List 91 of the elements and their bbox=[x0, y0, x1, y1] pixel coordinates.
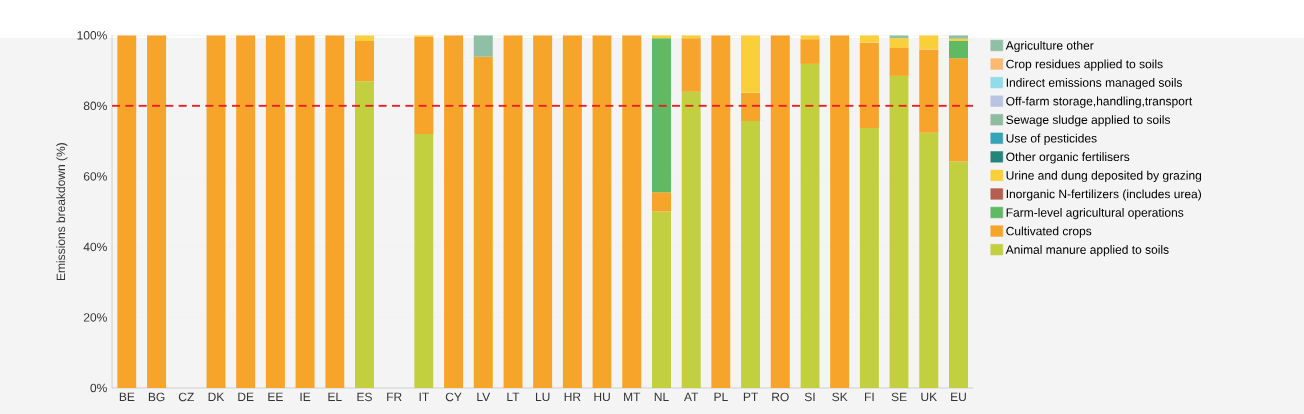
x-tick-label: IT bbox=[419, 392, 429, 401]
bar bbox=[354, 81, 374, 388]
x-tick-label: UK bbox=[921, 392, 937, 402]
bar bbox=[206, 35, 226, 388]
bar bbox=[651, 38, 671, 193]
bar bbox=[919, 35, 939, 50]
bar bbox=[741, 92, 761, 122]
bar bbox=[444, 35, 464, 388]
bar bbox=[681, 91, 701, 388]
x-tick-label: AT bbox=[683, 392, 699, 401]
bar bbox=[236, 35, 256, 388]
bar bbox=[919, 132, 939, 388]
bar bbox=[503, 35, 523, 388]
x-tick-label: MT bbox=[624, 392, 641, 401]
bar bbox=[681, 38, 701, 92]
x-tick-label: EE bbox=[268, 392, 283, 401]
bar bbox=[414, 36, 434, 135]
bar bbox=[651, 192, 671, 212]
x-tick-label: NL bbox=[654, 392, 669, 401]
x-tick-label: RO bbox=[772, 392, 789, 402]
legend-label: Off-farm storage,handling,transport bbox=[1006, 96, 1193, 108]
x-tick-label: LV bbox=[477, 392, 491, 401]
x-tick-label: CZ bbox=[178, 392, 194, 402]
bar bbox=[325, 35, 345, 388]
legend-label: Use of pesticides bbox=[1006, 133, 1097, 145]
legend-label: Indirect emissions managed soils bbox=[1006, 78, 1182, 90]
bar bbox=[889, 75, 909, 388]
bar bbox=[354, 40, 374, 82]
bar bbox=[800, 39, 820, 64]
bar bbox=[800, 63, 820, 388]
bar bbox=[919, 49, 939, 133]
x-tick-label: FI bbox=[865, 392, 874, 401]
legend-label: Crop residues applied to soils bbox=[1006, 59, 1163, 71]
x-tick-label: HU bbox=[594, 392, 610, 402]
legend-label: Urine and dung deposited by grazing bbox=[1006, 170, 1202, 183]
x-tick-label: SI bbox=[804, 392, 815, 402]
x-tick-label: EL bbox=[328, 392, 342, 401]
legend-label: Sewage sludge applied to soils bbox=[1006, 115, 1171, 127]
bar bbox=[889, 48, 909, 76]
y-tick-label: 40% bbox=[83, 242, 107, 252]
bar bbox=[265, 35, 285, 388]
x-tick-label: SK bbox=[832, 392, 848, 402]
bar bbox=[562, 35, 582, 388]
bar bbox=[889, 38, 909, 49]
bar bbox=[592, 35, 612, 388]
x-tick-label: LT bbox=[507, 392, 520, 401]
bar bbox=[948, 58, 968, 162]
x-tick-label: ES bbox=[357, 392, 372, 402]
x-tick-label: EU bbox=[951, 392, 966, 402]
legend-label: Cultivated crops bbox=[1006, 226, 1092, 238]
bar bbox=[117, 35, 137, 388]
bar bbox=[473, 35, 493, 57]
bar bbox=[711, 35, 731, 388]
x-tick-label: PL bbox=[714, 392, 728, 401]
bar bbox=[295, 35, 315, 388]
bar bbox=[948, 161, 968, 388]
y-tick-label: 100% bbox=[77, 31, 107, 40]
y-tick-label: 20% bbox=[83, 313, 107, 322]
x-tick-label: DK bbox=[208, 392, 225, 401]
x-tick-label: IE bbox=[300, 392, 311, 401]
bar bbox=[473, 56, 493, 388]
y-tick-label: 80% bbox=[83, 101, 107, 111]
bar bbox=[741, 35, 761, 93]
bar bbox=[533, 35, 553, 388]
y-tick-label: 60% bbox=[83, 172, 107, 181]
bar bbox=[147, 35, 167, 388]
bar bbox=[859, 42, 879, 129]
bar bbox=[741, 121, 761, 388]
legend-label: Inorganic N-fertilizers (includes urea) bbox=[1006, 189, 1202, 201]
legend-label: Agriculture other bbox=[1005, 40, 1094, 53]
x-tick-label: PT bbox=[743, 392, 758, 401]
legend-label: Farm-level agricultural operations bbox=[1006, 207, 1184, 220]
x-tick-label: HR bbox=[564, 392, 581, 401]
y-tick-label: 0% bbox=[90, 383, 107, 393]
bar bbox=[948, 40, 968, 59]
x-tick-label: DE bbox=[238, 392, 254, 401]
x-tick-label: BE bbox=[119, 392, 135, 401]
bar bbox=[414, 134, 434, 388]
x-tick-label: BG bbox=[148, 392, 165, 402]
x-tick-label: FR bbox=[387, 392, 402, 401]
legend-label: Animal manure applied to soils bbox=[1005, 245, 1169, 257]
bar bbox=[770, 35, 790, 388]
bar bbox=[651, 211, 671, 388]
x-tick-label: LU bbox=[535, 392, 550, 402]
bar bbox=[830, 35, 850, 388]
bar bbox=[859, 128, 879, 388]
y-axis-title: Emissions breakdown (%) bbox=[56, 143, 68, 281]
x-tick-label: SE bbox=[891, 392, 907, 402]
x-tick-label: CY bbox=[445, 392, 462, 402]
bar bbox=[622, 35, 642, 388]
legend-label: Other organic fertilisers bbox=[1006, 152, 1130, 164]
